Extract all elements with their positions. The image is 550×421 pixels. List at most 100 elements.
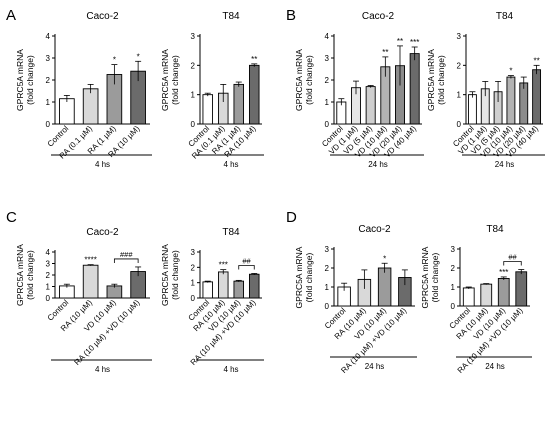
bar	[532, 69, 542, 125]
y-axis-label: (fold change)	[25, 250, 35, 300]
y-tick-label: 1	[451, 283, 456, 292]
y-axis-label: (fold change)	[436, 55, 446, 105]
chart-title: T84	[222, 227, 240, 238]
chart-title: T84	[496, 11, 514, 22]
bar	[506, 76, 516, 125]
group-label: 24 hs	[485, 362, 505, 371]
y-tick-label: 2	[451, 264, 456, 273]
significance-label: **	[397, 37, 403, 46]
bar	[377, 267, 392, 307]
significance-label: *	[383, 254, 386, 263]
y-tick-label: 2	[46, 76, 51, 85]
bracket-label: ###	[120, 250, 133, 259]
y-tick-label: 2	[191, 61, 196, 70]
y-tick-label: 0	[46, 120, 51, 129]
bar	[233, 83, 245, 125]
y-tick-label: 0	[325, 302, 330, 311]
comparison-bracket	[238, 265, 255, 270]
y-axis-label: GPRC5A mRNA	[294, 49, 304, 111]
y-axis-label: GPRC5A mRNA	[15, 244, 25, 306]
bar	[82, 88, 99, 125]
chart-title: Caco-2	[362, 11, 395, 22]
y-tick-label: 2	[325, 264, 330, 273]
y-tick-label: 0	[191, 120, 196, 129]
y-tick-label: 0	[325, 120, 330, 129]
y-tick-label: 3	[325, 54, 330, 63]
y-tick-label: 3	[46, 260, 51, 269]
panel-letter-b: B	[286, 7, 296, 24]
y-tick-label: 2	[191, 263, 196, 272]
y-axis-label: (fold change)	[170, 250, 180, 300]
bar	[233, 280, 245, 299]
group-label: 24 hs	[365, 362, 385, 371]
y-axis-label: GPRC5A mRNA	[294, 246, 304, 308]
panel-letter-a: A	[6, 7, 16, 24]
y-tick-label: 4	[325, 32, 330, 41]
chart-title: T84	[222, 11, 240, 22]
y-axis-label: GPRC5A mRNA	[160, 244, 170, 306]
bracket-label: ##	[242, 256, 251, 265]
y-tick-label: 1	[46, 98, 51, 107]
significance-label: **	[382, 48, 388, 57]
y-tick-label: 2	[325, 76, 330, 85]
y-axis-label: GPRC5A mRNA	[426, 49, 436, 111]
y-axis-label: (fold change)	[170, 55, 180, 105]
bar	[202, 281, 214, 299]
chart-title: Caco-2	[86, 11, 119, 22]
y-axis-label: (fold change)	[304, 55, 314, 105]
y-tick-label: 1	[325, 98, 330, 107]
y-tick-label: 2	[457, 61, 462, 70]
significance-label: *	[509, 67, 512, 76]
bar	[462, 287, 475, 307]
y-axis-label: GPRC5A mRNA	[420, 246, 430, 308]
significance-label: ***	[410, 38, 419, 47]
group-label: 4 hs	[95, 365, 110, 374]
bar	[519, 82, 529, 125]
bar	[480, 283, 493, 307]
bar	[59, 98, 75, 125]
bar	[409, 53, 420, 125]
significance-label: **	[251, 55, 257, 64]
y-tick-label: 4	[46, 248, 51, 257]
chart-title: Caco-2	[358, 224, 391, 235]
y-tick-label: 1	[191, 279, 196, 288]
y-tick-label: 0	[46, 294, 51, 303]
bar	[217, 271, 229, 299]
bar	[248, 64, 260, 125]
bar	[248, 273, 260, 299]
chart-title: T84	[486, 224, 504, 235]
y-tick-label: 3	[451, 245, 456, 254]
y-tick-label: 3	[191, 32, 196, 41]
significance-label: ***	[499, 268, 508, 277]
y-tick-label: 0	[191, 294, 196, 303]
y-tick-label: 1	[457, 91, 462, 100]
y-tick-label: 2	[46, 271, 51, 280]
panel-letter-d: D	[286, 209, 297, 226]
bar	[82, 264, 99, 299]
y-tick-label: 1	[46, 283, 51, 292]
y-axis-label: (fold change)	[25, 55, 35, 105]
bar	[59, 285, 75, 299]
group-label: 4 hs	[95, 160, 110, 169]
comparison-bracket	[503, 261, 522, 266]
comparison-bracket	[113, 258, 139, 263]
bar	[515, 271, 528, 307]
group-label: 24 hs	[495, 160, 515, 169]
bar	[202, 94, 214, 125]
bar	[365, 86, 376, 125]
bar	[467, 94, 477, 125]
bar	[106, 285, 123, 299]
y-tick-label: 4	[46, 32, 51, 41]
y-tick-label: 3	[191, 248, 196, 257]
group-label: 24 hs	[368, 160, 388, 169]
y-axis-label: (fold change)	[304, 253, 314, 303]
significance-label: *	[137, 52, 140, 61]
